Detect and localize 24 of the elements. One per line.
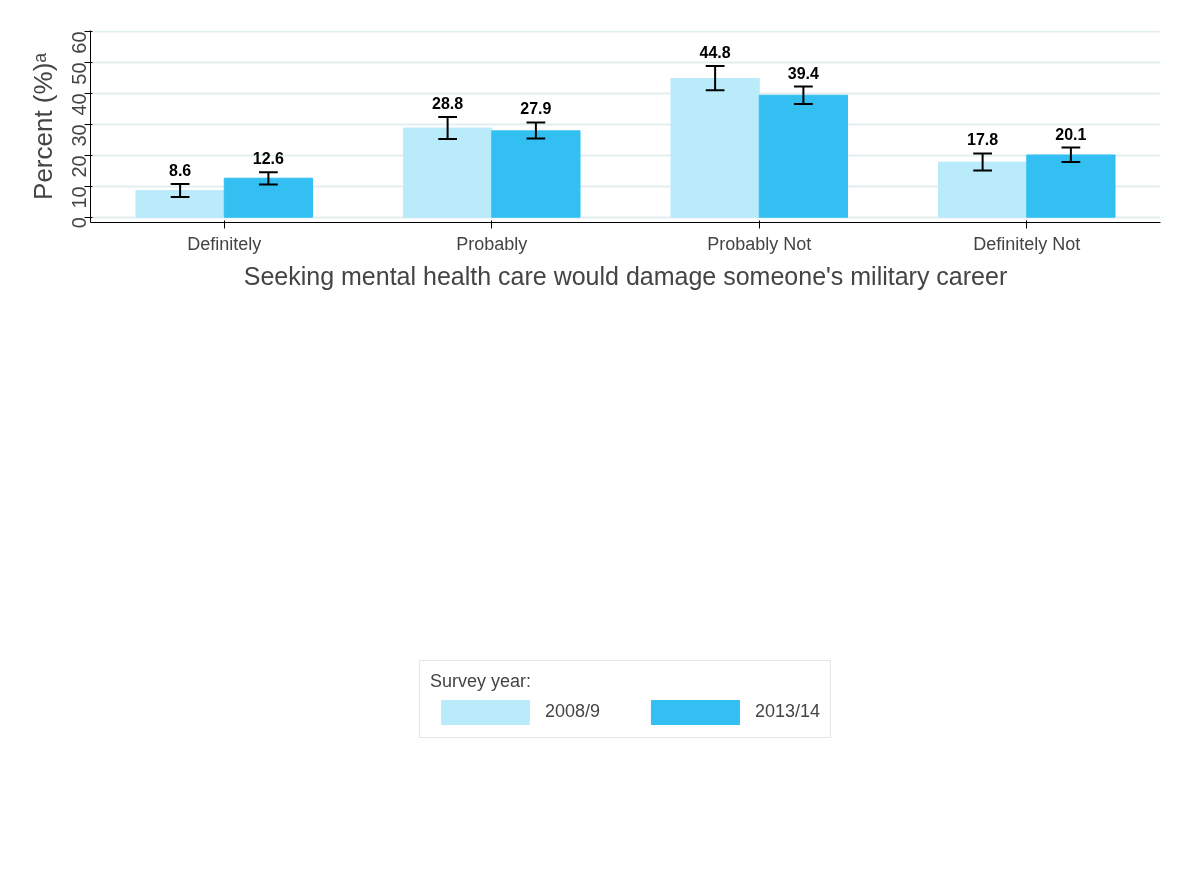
y-tick-label: 0 <box>68 217 91 229</box>
legend-title: Survey year: <box>429 670 532 692</box>
data-label: 27.9 <box>520 100 552 118</box>
data-label: 12.6 <box>252 150 285 168</box>
data-label: 44.8 <box>699 44 731 62</box>
y-tick-label: 30 <box>68 124 91 147</box>
y-tick-label: 60 <box>68 31 91 54</box>
data-label: 17.8 <box>967 131 999 149</box>
data-label: 20.1 <box>1055 125 1087 143</box>
x-tick-label: Probably <box>456 233 528 254</box>
y-tick-label: 50 <box>68 62 91 85</box>
x-tick-label: Probably Not <box>707 233 812 254</box>
data-label: 28.8 <box>432 94 464 112</box>
y-tick-label: 40 <box>68 93 91 116</box>
x-tick-label: Definitely Not <box>973 233 1081 254</box>
data-label: 39.4 <box>787 64 820 82</box>
y-tick-label: 10 <box>68 186 91 209</box>
data-label: 8.6 <box>168 162 192 180</box>
x-tick-label: Definitely <box>187 233 262 254</box>
y-axis-title: Percent (%)ᵃ <box>27 52 58 200</box>
legend-label: 2013/14 <box>754 701 821 722</box>
x-axis-title: Seeking mental health care would damage someone's military career <box>243 261 1008 290</box>
y-tick-label: 20 <box>68 155 91 178</box>
legend-label: 2008/9 <box>544 701 600 722</box>
